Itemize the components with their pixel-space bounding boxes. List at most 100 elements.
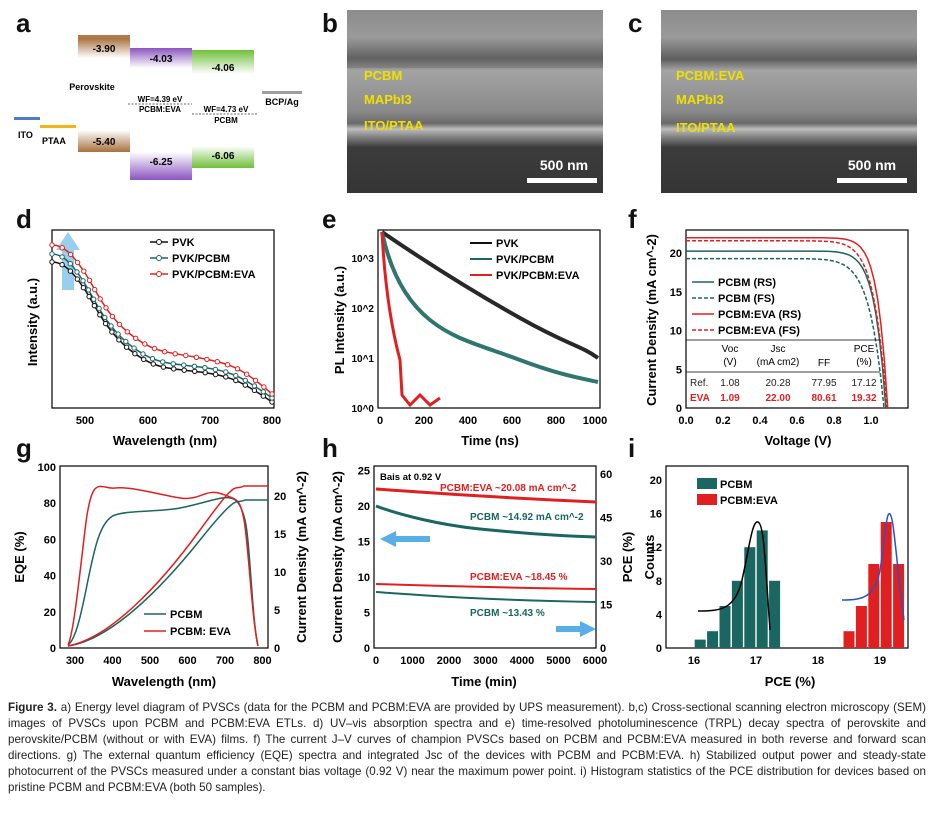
g-ytick: 60 (44, 534, 56, 546)
g-ytick: 80 (44, 498, 56, 510)
series-pvk-pcbm (380, 231, 599, 384)
data-point (91, 303, 98, 309)
absorption-chart: Intensity (a.u.) Wavelength (nm) 500 600… (25, 229, 281, 448)
i-xtick: 16 (688, 655, 700, 667)
sem-c-label-mapbi3: MAPbI3 (676, 92, 724, 107)
series-eva-current (375, 487, 597, 504)
pcbm-bar (707, 631, 719, 648)
sem-c-scale-bar (837, 178, 907, 183)
data-point (123, 338, 129, 345)
f-table-cell: 1.08 (720, 378, 740, 389)
g-xtick: 500 (141, 655, 159, 667)
panel-letter-a: a (16, 8, 31, 38)
sem-b-scale-bar (527, 178, 597, 183)
data-point (181, 362, 187, 368)
f-table-cell: 1.09 (720, 393, 740, 404)
f-table-header: Voc (722, 344, 739, 355)
i-ytick: 4 (656, 609, 663, 621)
f-table-unit: (%) (856, 357, 872, 368)
f-table-unit: (mA cm2) (757, 357, 800, 368)
d-legend-eva: PVK/PCBM:EVA (172, 269, 256, 281)
h-xtick: 3000 (473, 655, 497, 667)
e-ytick: 10^3 (351, 254, 374, 265)
sem-b-label-mapbi3: MAPbI3 (364, 92, 412, 107)
data-point (133, 335, 139, 341)
g-y2tick: 15 (274, 529, 286, 541)
series-pvk-pcbm-eva (380, 231, 441, 408)
g-xtick: 800 (253, 655, 271, 667)
bcp-level (262, 91, 302, 94)
f-ytick: 5 (676, 364, 682, 376)
pcbm-homo-band (192, 146, 254, 168)
data-point (251, 387, 258, 394)
i-legend-eva: PCBM:EVA (720, 495, 778, 507)
f-curve-pcbm-rs (686, 250, 887, 409)
data-point (170, 361, 176, 367)
plot-frame (51, 229, 275, 409)
series-eva-integrated (67, 485, 268, 647)
data-point (244, 371, 250, 377)
h-ytick: 20 (358, 501, 370, 513)
f-legend-eva-rs: PCBM:EVA (RS) (718, 309, 801, 321)
g-ytick: 40 (44, 571, 56, 583)
data-point (234, 366, 241, 372)
g-y2tick: 5 (274, 605, 280, 617)
panel-letter-g: g (16, 433, 32, 463)
d-xtick: 800 (263, 415, 281, 427)
f-xtick: 0.4 (752, 415, 768, 427)
data-point (150, 361, 157, 367)
data-point (141, 356, 147, 363)
g-y2tick: 10 (274, 567, 286, 579)
bcp-label: BCP/Ag (265, 97, 299, 107)
data-point (80, 278, 86, 284)
data-point (132, 351, 138, 357)
f-xtick: 0.2 (715, 415, 730, 427)
data-point (59, 262, 65, 268)
g-xtick: 300 (66, 655, 84, 667)
data-point (81, 268, 87, 274)
e-legend-eva: PVK/PCBM:EVA (496, 270, 580, 282)
data-point (97, 296, 103, 302)
data-point (204, 356, 210, 363)
f-curve-eva-rs (686, 236, 889, 409)
data-point (214, 359, 221, 365)
h-bias-label: Bais at 0.92 V (380, 472, 442, 483)
h-xtick: 6000 (583, 655, 607, 667)
data-point (96, 305, 102, 312)
caption-label: Figure 3. (8, 701, 57, 714)
eva-fit-curve (841, 513, 905, 621)
perovskite-label: Perovskite (69, 82, 115, 92)
data-point (172, 351, 178, 357)
caption-text: a) Energy level diagram of PVSCs (data f… (8, 701, 926, 794)
sem-image-pcbm: PCBM MAPbI3 ITO/PTAA 500 nm (347, 10, 603, 193)
i-legend-pcbm-swatch (697, 478, 717, 489)
g-ytick: 100 (38, 462, 56, 474)
i-xlabel: PCE (%) (765, 674, 816, 689)
plot-frame (59, 465, 269, 649)
f-xtick: 1.0 (863, 415, 878, 427)
e-xtick: 800 (547, 415, 565, 427)
f-table-cell: 17.12 (851, 378, 876, 389)
g-y2tick: 20 (274, 491, 286, 503)
data-point (212, 366, 219, 373)
d-xlabel: Wavelength (nm) (113, 433, 217, 448)
data-point (160, 364, 167, 370)
e-ytick: 10^2 (351, 304, 374, 315)
f-table-cell: 22.00 (765, 393, 790, 404)
sem-c-label-pcbm-eva: PCBM:EVA (676, 68, 745, 83)
i-ytick: 12 (650, 542, 662, 554)
d-xtick: 600 (139, 415, 157, 427)
g-legend-eva: PCBM: EVA (170, 626, 231, 638)
f-xtick: 0.0 (678, 415, 693, 427)
h-ytick: 25 (358, 466, 370, 478)
f-xtick: 0.6 (789, 415, 804, 427)
i-xtick: 19 (874, 655, 886, 667)
f-ytick: 10 (670, 326, 682, 338)
data-point (223, 369, 229, 375)
i-xtick: 17 (750, 655, 762, 667)
trpl-chart: PL Intensity (a.u.) Time (ns) 0 200 400 … (332, 229, 607, 448)
data-point (223, 374, 229, 380)
series-pcbm-pce (375, 591, 597, 603)
data-point (49, 242, 55, 248)
h-xtick: 5000 (546, 655, 570, 667)
